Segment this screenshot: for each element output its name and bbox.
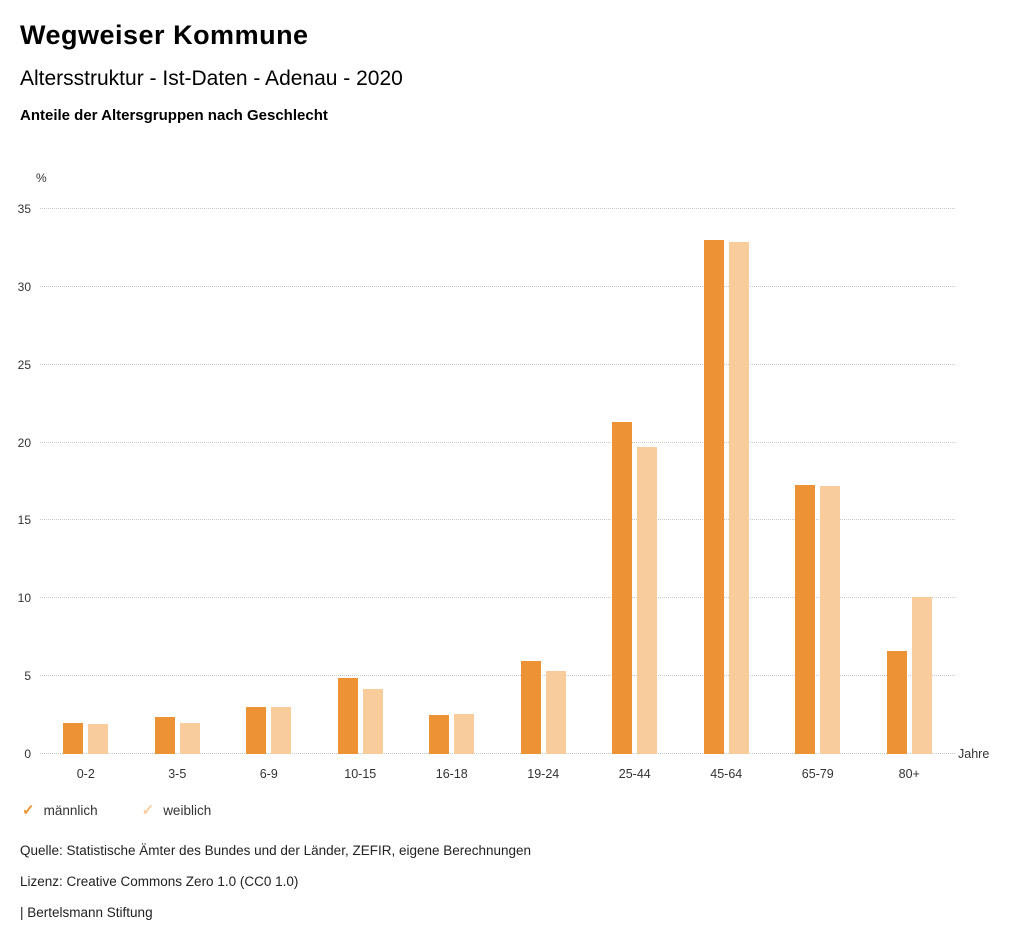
gridline	[40, 597, 955, 599]
bar-maennlich-45-64	[703, 240, 724, 754]
bar-group-16-18: 16-18	[406, 209, 498, 781]
category-label: 45-64	[710, 767, 743, 781]
bar-group-65-79: 65-79	[772, 209, 864, 781]
bar-weiblich-65-79	[820, 486, 841, 754]
bar-group-19-24: 19-24	[498, 209, 590, 781]
y-tick-label: 25	[17, 357, 31, 372]
bar-maennlich-65-79	[795, 484, 816, 754]
bar-weiblich-80+	[911, 596, 932, 754]
gridline	[40, 753, 955, 754]
y-tick-label: 35	[17, 202, 31, 216]
category-label: 80+	[898, 767, 920, 781]
bar-group-3-5: 3-5	[132, 209, 224, 781]
y-tick-label: 5	[24, 669, 31, 684]
legend-label: weiblich	[163, 803, 212, 818]
bar-group-6-9: 6-9	[223, 209, 315, 781]
footer: Quelle: Statistische Ämter des Bundes un…	[20, 844, 531, 937]
legend: ✓ männlich ✓ weiblich	[22, 803, 211, 818]
gridline	[40, 208, 955, 209]
y-tick-label: 10	[17, 591, 31, 606]
plot-area: 0 5 10 15 20 25 30 35 0-2 3-5 6-9 10-15 16-18 19-24 25…	[18, 203, 956, 781]
app-title: Wegweiser Kommune	[20, 20, 309, 50]
gridline	[40, 363, 955, 365]
bar-group-0-2: 0-2	[40, 209, 132, 781]
y-tick-label: 15	[17, 513, 31, 528]
chart-title: Anteile der Altersgruppen nach Geschlech…	[20, 107, 328, 124]
bar-weiblich-6-9	[271, 707, 292, 754]
gridline	[40, 675, 955, 677]
bar-groups: 0-2 3-5 6-9 10-15 16-18 19-24 25-44 45-64 65-79 8…	[40, 209, 956, 781]
bar-group-25-44: 25-44	[589, 209, 681, 781]
source-text: Quelle: Statistische Ämter des Bundes un…	[20, 843, 532, 858]
attribution-text: | Bertelsmann Stiftung	[20, 905, 153, 920]
bar-weiblich-0-2	[88, 724, 109, 754]
y-tick-label: 20	[17, 435, 31, 450]
license-text: Lizenz: Creative Commons Zero 1.0 (CC0 1…	[20, 874, 299, 889]
bar-weiblich-16-18	[454, 713, 475, 754]
chart-subtitle: Altersstruktur - Ist-Daten - Adenau - 20…	[20, 67, 403, 90]
bar-maennlich-10-15	[337, 677, 358, 754]
bar-maennlich-6-9	[246, 707, 267, 754]
bar-maennlich-19-24	[520, 660, 541, 754]
gridline	[40, 519, 955, 521]
category-label: 3-5	[168, 767, 187, 781]
category-label: 10-15	[344, 767, 377, 781]
bar-weiblich-25-44	[637, 447, 658, 754]
bar-maennlich-25-44	[612, 422, 633, 754]
category-label: 25-44	[618, 767, 651, 781]
legend-item-maennlich[interactable]: ✓ männlich	[22, 803, 98, 818]
category-label: 65-79	[801, 767, 834, 781]
check-icon: ✓	[141, 802, 155, 819]
bar-group-80+: 80+	[864, 209, 956, 781]
y-tick-label: 30	[17, 279, 31, 294]
category-label: 16-18	[435, 767, 468, 781]
x-axis-unit-label: Jahre	[958, 747, 990, 761]
bar-maennlich-80+	[886, 651, 907, 754]
category-label: 19-24	[527, 767, 560, 781]
bar-maennlich-3-5	[154, 716, 175, 754]
gridline	[40, 285, 955, 287]
bar-group-45-64: 45-64	[681, 209, 773, 781]
y-axis-unit-label: %	[36, 171, 47, 185]
category-label: 6-9	[259, 767, 278, 781]
y-tick-label: 0	[24, 747, 31, 761]
bar-maennlich-0-2	[63, 722, 84, 754]
check-icon: ✓	[22, 802, 35, 819]
bar-maennlich-16-18	[429, 715, 450, 754]
bar-weiblich-10-15	[362, 688, 383, 754]
bar-weiblich-3-5	[179, 722, 200, 754]
gridline	[40, 441, 955, 443]
bar-group-10-15: 10-15	[315, 209, 407, 781]
legend-label: männlich	[43, 803, 98, 818]
bar-weiblich-45-64	[728, 241, 749, 754]
legend-item-weiblich[interactable]: ✓ weiblich	[142, 803, 212, 818]
bar-weiblich-19-24	[545, 671, 566, 754]
category-label: 0-2	[76, 767, 95, 781]
